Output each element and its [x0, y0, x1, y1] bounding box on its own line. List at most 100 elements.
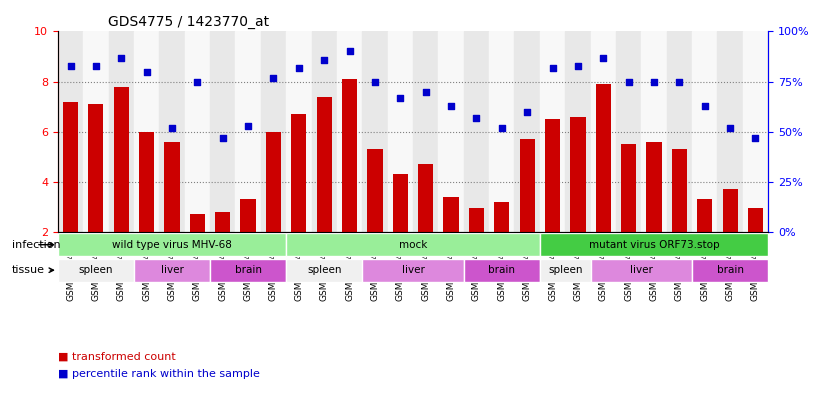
Bar: [316, 97, 332, 232]
Text: spleen: spleen: [78, 265, 113, 275]
Bar: [368, 149, 382, 232]
Bar: [469, 208, 484, 232]
Bar: [235, 31, 261, 232]
Bar: [210, 31, 235, 232]
Text: liver: liver: [630, 265, 653, 275]
Point: [89, 62, 102, 69]
Bar: [621, 144, 636, 232]
FancyBboxPatch shape: [591, 259, 692, 282]
Point: [394, 94, 407, 101]
Bar: [641, 31, 667, 232]
Point: [292, 64, 306, 71]
Bar: [114, 86, 129, 232]
Text: wild type virus MHV-68: wild type virus MHV-68: [112, 240, 232, 250]
Bar: [418, 164, 434, 232]
Bar: [392, 174, 408, 232]
Text: liver: liver: [160, 265, 183, 275]
Text: mutant virus ORF73.stop: mutant virus ORF73.stop: [589, 240, 719, 250]
Point: [622, 79, 635, 85]
Text: brain: brain: [488, 265, 515, 275]
Point: [749, 134, 762, 141]
Point: [496, 125, 509, 131]
Point: [318, 56, 331, 62]
Bar: [591, 31, 616, 232]
Point: [520, 108, 534, 115]
Bar: [540, 31, 565, 232]
Bar: [692, 31, 718, 232]
Bar: [363, 31, 387, 232]
Point: [115, 54, 128, 61]
Point: [419, 88, 432, 95]
Bar: [718, 31, 743, 232]
Bar: [240, 199, 256, 232]
Bar: [159, 31, 185, 232]
FancyBboxPatch shape: [286, 233, 540, 256]
FancyBboxPatch shape: [134, 259, 210, 282]
Bar: [311, 31, 337, 232]
Text: spleen: spleen: [307, 265, 341, 275]
Bar: [337, 31, 363, 232]
Text: infection: infection: [12, 240, 60, 250]
Point: [596, 54, 610, 61]
Bar: [647, 142, 662, 232]
Bar: [58, 31, 83, 232]
FancyBboxPatch shape: [692, 259, 768, 282]
Bar: [134, 31, 159, 232]
Bar: [494, 202, 510, 232]
Point: [724, 125, 737, 131]
Bar: [83, 31, 108, 232]
FancyBboxPatch shape: [540, 259, 591, 282]
Bar: [520, 139, 534, 232]
Bar: [565, 31, 591, 232]
Bar: [515, 31, 540, 232]
Bar: [697, 199, 712, 232]
Bar: [88, 104, 103, 232]
Bar: [108, 31, 134, 232]
Bar: [164, 142, 179, 232]
Bar: [439, 31, 463, 232]
Point: [267, 74, 280, 81]
Bar: [292, 114, 306, 232]
Point: [546, 64, 559, 71]
Bar: [444, 197, 458, 232]
Bar: [190, 215, 205, 232]
Bar: [261, 31, 286, 232]
Point: [140, 68, 154, 75]
Point: [572, 62, 585, 69]
Bar: [286, 31, 311, 232]
Point: [191, 79, 204, 85]
Text: brain: brain: [717, 265, 743, 275]
Bar: [63, 102, 78, 232]
Point: [673, 79, 686, 85]
Bar: [463, 31, 489, 232]
Bar: [413, 31, 439, 232]
Text: spleen: spleen: [548, 265, 582, 275]
Text: tissue: tissue: [12, 265, 54, 275]
Bar: [616, 31, 641, 232]
Point: [698, 103, 711, 109]
FancyBboxPatch shape: [58, 233, 286, 256]
Bar: [748, 208, 763, 232]
Bar: [185, 31, 210, 232]
Bar: [215, 212, 230, 232]
Bar: [672, 149, 687, 232]
Bar: [342, 79, 357, 232]
Text: ■ percentile rank within the sample: ■ percentile rank within the sample: [58, 369, 259, 379]
Point: [368, 79, 382, 85]
Point: [64, 62, 77, 69]
Bar: [570, 117, 586, 232]
FancyBboxPatch shape: [540, 233, 768, 256]
Text: ■ transformed count: ■ transformed count: [58, 352, 176, 362]
Bar: [723, 189, 738, 232]
Bar: [489, 31, 515, 232]
Point: [343, 48, 356, 55]
Point: [444, 103, 458, 109]
Point: [470, 114, 483, 121]
Bar: [596, 84, 611, 232]
Bar: [387, 31, 413, 232]
Text: GDS4775 / 1423770_at: GDS4775 / 1423770_at: [107, 15, 268, 29]
Bar: [667, 31, 692, 232]
Bar: [139, 132, 154, 232]
Bar: [743, 31, 768, 232]
FancyBboxPatch shape: [363, 259, 463, 282]
